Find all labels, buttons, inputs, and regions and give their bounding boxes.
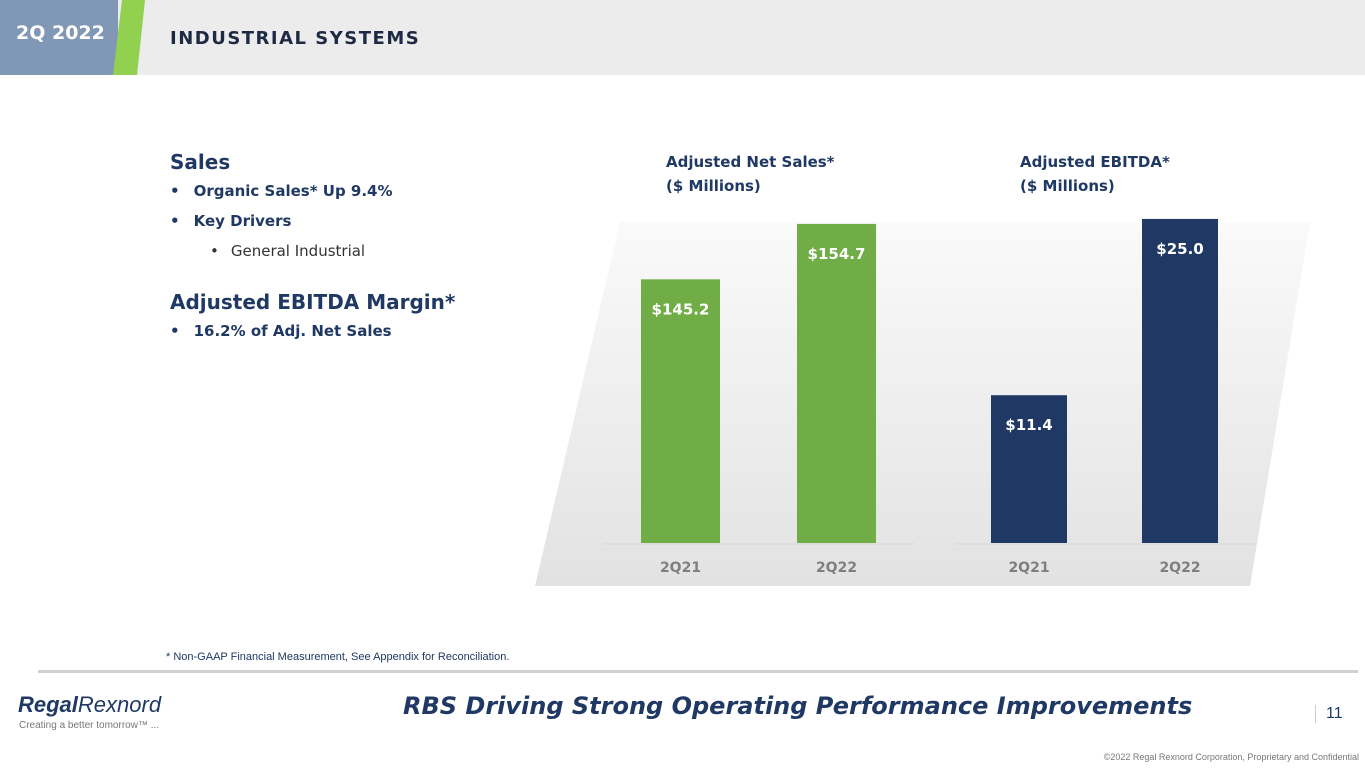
period-label: 2Q 2022: [16, 22, 105, 44]
data-label: $25.0: [1156, 240, 1203, 258]
header-bar: [0, 0, 1365, 75]
chart-title: Adjusted Net Sales*: [666, 153, 835, 171]
footnote: * Non-GAAP Financial Measurement, See Ap…: [166, 651, 510, 663]
bar: [1142, 218, 1218, 544]
x-tick-label: 2Q21: [1008, 560, 1049, 576]
x-tick-label: 2Q21: [660, 560, 701, 576]
bar: [991, 395, 1067, 543]
copyright: ©2022 Regal Rexnord Corporation, Proprie…: [1103, 752, 1359, 762]
chart-title-sales: Adjusted Net Sales* ($ Millions): [666, 150, 835, 198]
period-block: [0, 0, 118, 75]
margin-heading: Adjusted EBITDA Margin*: [170, 290, 456, 314]
summary-panel: Sales Organic Sales* Up 9.4% Key Drivers…: [170, 150, 455, 352]
sub-bullet: General Industrial: [210, 242, 455, 260]
chart-subtitle: ($ Millions): [666, 177, 761, 195]
chart-subtitle: ($ Millions): [1020, 177, 1115, 195]
page-number: 11: [1315, 705, 1343, 723]
logo-tagline: Creating a better tomorrow™ ...: [19, 720, 160, 731]
bar: [641, 279, 720, 543]
x-tick-label: 2Q22: [1159, 560, 1200, 576]
tagline: RBS Driving Strong Operating Performance…: [403, 692, 1193, 720]
bullet: Key Drivers: [170, 212, 455, 230]
chart-title-ebitda: Adjusted EBITDA* ($ Millions): [1020, 150, 1170, 198]
data-label: $145.2: [652, 300, 710, 318]
page-title: INDUSTRIAL SYSTEMS: [170, 28, 421, 49]
chart-background: [535, 222, 1310, 586]
bar: [797, 223, 876, 543]
company-logo: RegalRexnord: [18, 692, 162, 717]
divider: [38, 670, 1358, 673]
sales-heading: Sales: [170, 150, 231, 174]
bullet: 16.2% of Adj. Net Sales: [170, 322, 455, 340]
green-slash: [113, 0, 145, 75]
data-label: $154.7: [808, 245, 866, 263]
x-tick-label: 2Q22: [816, 560, 857, 576]
bullet: Organic Sales* Up 9.4%: [170, 182, 455, 200]
chart-title: Adjusted EBITDA*: [1020, 153, 1170, 171]
data-label: $11.4: [1005, 416, 1052, 434]
